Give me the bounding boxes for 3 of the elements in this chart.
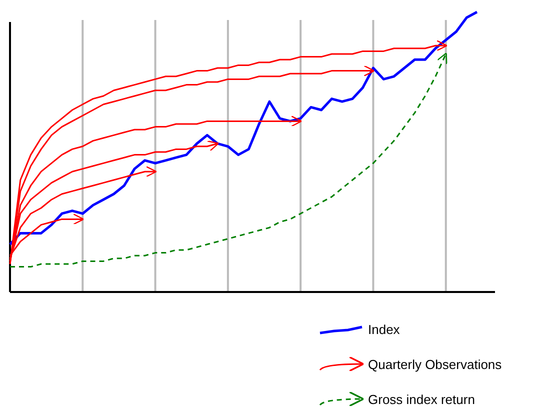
legend-label: Index <box>368 322 400 337</box>
legend-label: Gross index return <box>368 392 475 407</box>
legend-label: Quarterly Observations <box>368 357 502 372</box>
